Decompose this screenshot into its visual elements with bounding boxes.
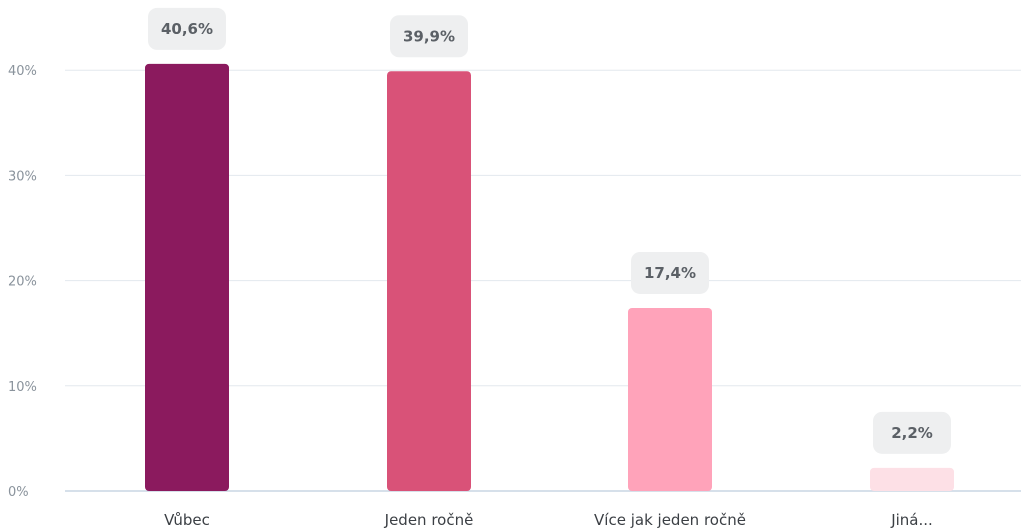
x-tick-label: Jeden ročně <box>384 511 474 529</box>
x-tick-label: Více jak jeden ročně <box>594 511 746 529</box>
bar[interactable] <box>145 63 229 491</box>
bars <box>145 63 954 491</box>
data-label: 2,2% <box>891 424 933 442</box>
data-label-background <box>148 7 226 50</box>
y-tick-label: 40% <box>8 64 37 79</box>
y-axis-ticks: 0% 10% 20% 30% 40% <box>8 64 37 500</box>
bar[interactable] <box>387 71 471 491</box>
data-label: 39,9% <box>403 27 455 45</box>
x-tick-label: Jiná... <box>890 511 933 529</box>
y-tick-label: 10% <box>8 380 37 395</box>
data-label: 40,6% <box>161 20 213 38</box>
bar[interactable] <box>628 307 712 491</box>
x-tick-label: Vůbec <box>164 511 210 529</box>
y-tick-label: 30% <box>8 169 37 184</box>
data-label-background <box>631 251 709 294</box>
x-axis-ticks: Vůbec Jeden ročně Více jak jeden ročně Jiná… <box>164 511 933 529</box>
data-label-background <box>873 411 951 454</box>
y-tick-label: 0% <box>8 485 29 500</box>
data-label: 17,4% <box>644 264 696 282</box>
data-labels: 40,6% 39,9% 17,4% 2,2% <box>148 7 951 454</box>
y-tick-label: 20% <box>8 275 37 290</box>
data-label-background <box>390 15 468 58</box>
bar[interactable] <box>870 467 954 491</box>
